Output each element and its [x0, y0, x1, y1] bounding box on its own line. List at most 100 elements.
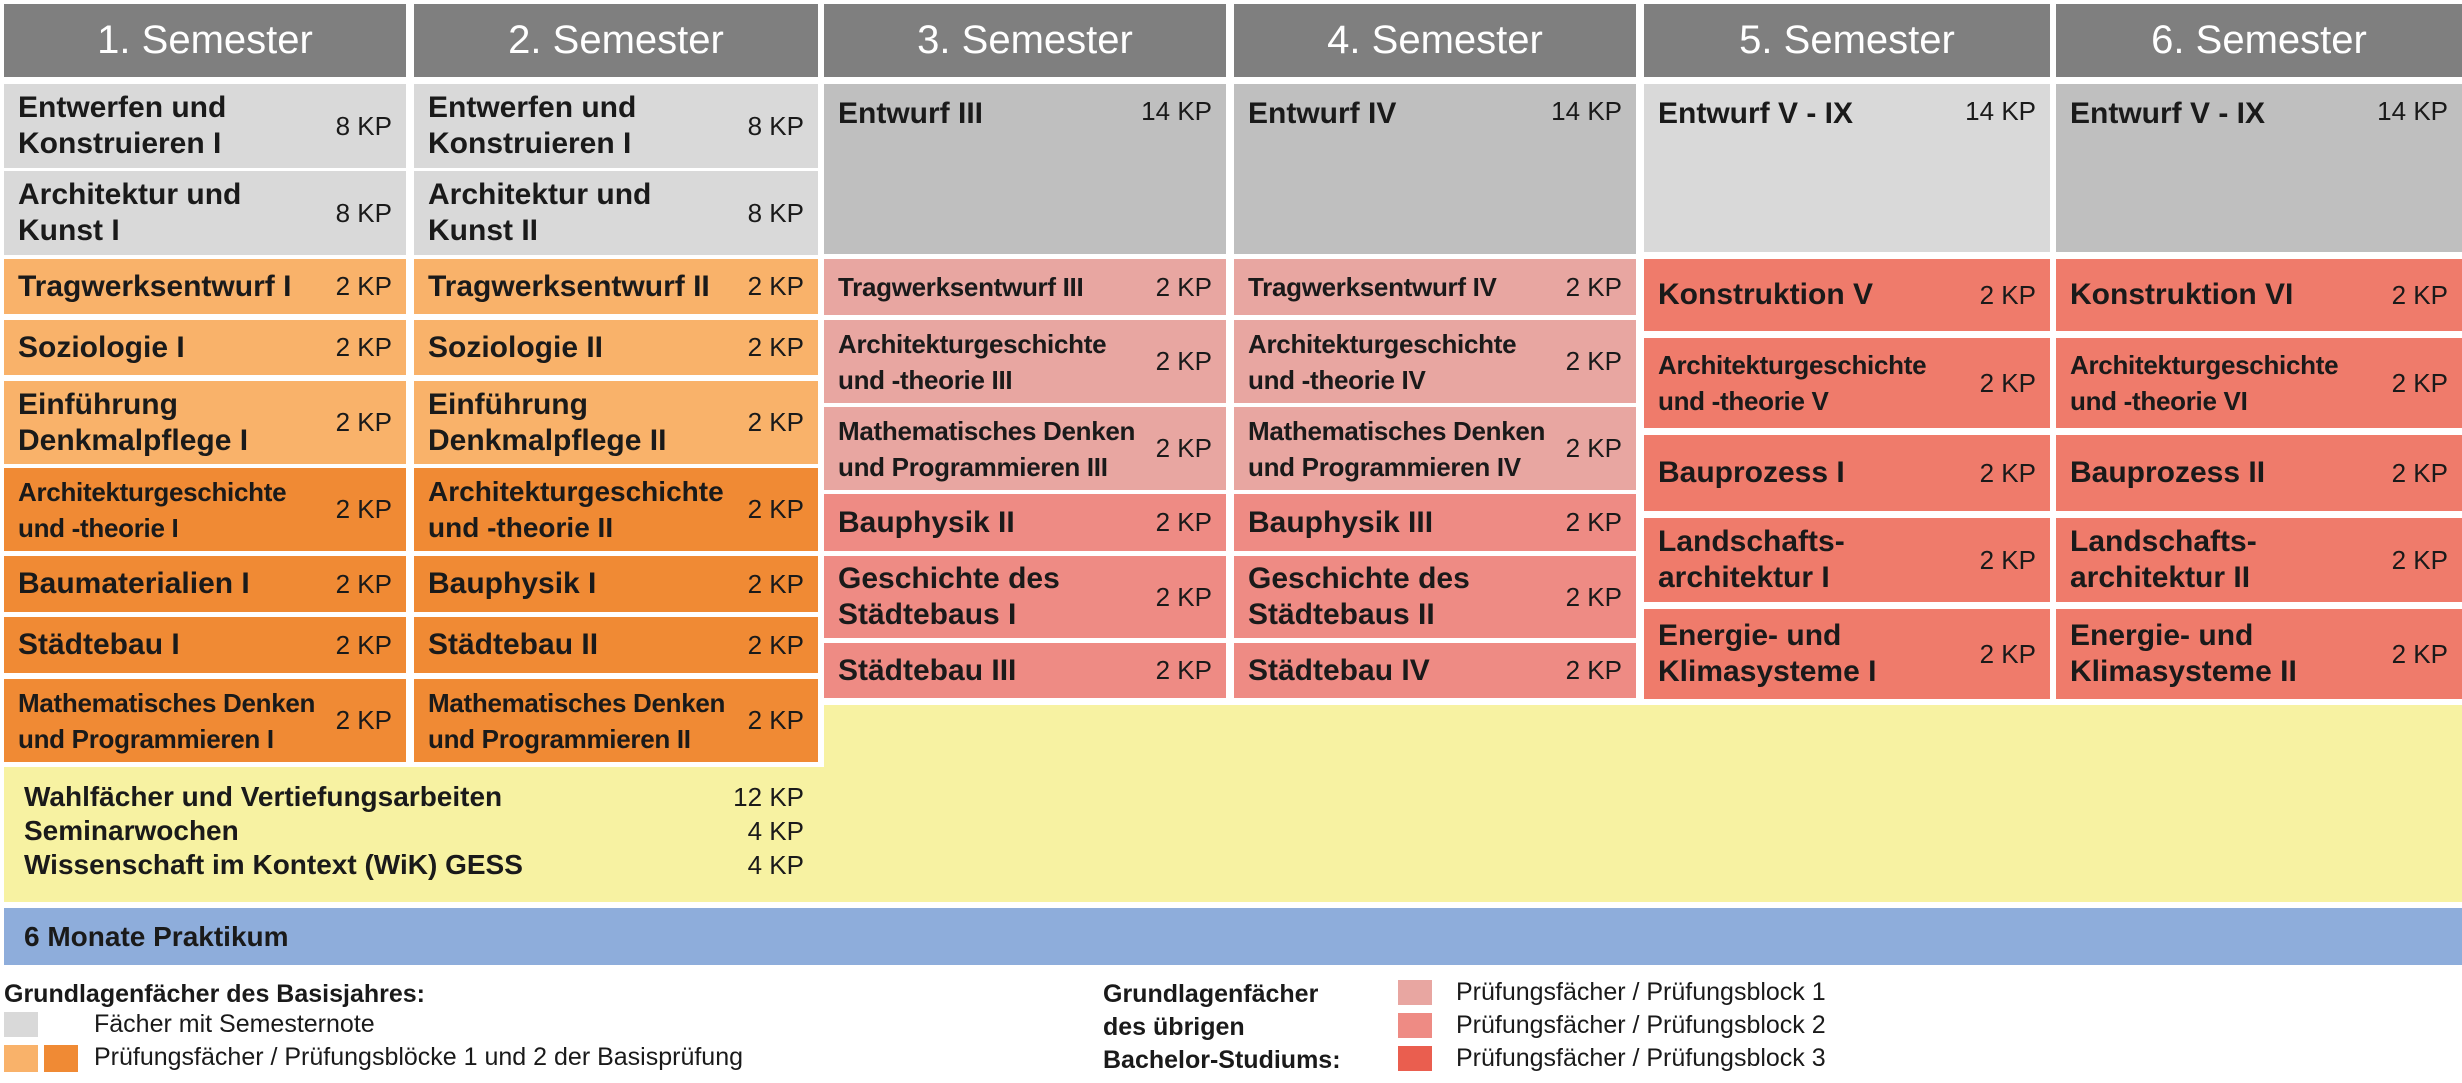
- course-credits: 14 KP: [1141, 96, 1212, 126]
- course-credits: 8 KP: [747, 110, 804, 141]
- course-name: Architekturgeschichte und -theorie V: [1658, 350, 1927, 416]
- course-cell: Städtebau III 2 KP: [824, 643, 1226, 698]
- course-credits: 8 KP: [335, 197, 392, 228]
- course-credits: 2 KP: [747, 629, 804, 660]
- course-name: Architekturgeschichte und -theorie III: [838, 328, 1107, 395]
- course-credits: 14 KP: [1551, 96, 1622, 126]
- wahlfach-credits: 4 KP: [747, 850, 804, 880]
- course-name: Bauphysik I: [428, 567, 597, 600]
- semester-header-label: 6. Semester: [2151, 18, 2367, 62]
- course-credits: 2 KP: [1155, 581, 1212, 612]
- course-name: Energie- und Klimasysteme I: [1658, 619, 1877, 688]
- course-name: Architekturgeschichte und -theorie VI: [2070, 350, 2339, 416]
- legend-left-title: Grundlagenfächer des Basisjahres:: [4, 980, 425, 1008]
- course-credits: 2 KP: [2391, 457, 2448, 488]
- legend-right-item3: Prüfungsfächer / Prüfungsblock 3: [1456, 1044, 1826, 1072]
- course-cell: Städtebau IV 2 KP: [1234, 643, 1636, 698]
- course-name: Architekturgeschichte und -theorie IV: [1248, 328, 1517, 395]
- wahlfach-credits: 12 KP: [733, 782, 804, 812]
- legend-swatch-block2: [1398, 1013, 1432, 1038]
- legend-right-title-line: des übrigen: [1103, 1013, 1245, 1041]
- course-cell: Einführung Denkmalpflege II 2 KP: [414, 381, 818, 464]
- course-credits: 2 KP: [1565, 507, 1622, 537]
- semester-header-3: 3. Semester: [824, 4, 1226, 77]
- legend-right-item2: Prüfungsfächer / Prüfungsblock 2: [1456, 1011, 1826, 1039]
- wahlfach-credits: 4 KP: [747, 816, 804, 846]
- wahlfach-name: Seminarwochen: [24, 815, 239, 846]
- course-cell: Entwurf V - IX 14 KP: [1644, 84, 2050, 252]
- semester-header-label: 5. Semester: [1739, 18, 1955, 62]
- semester-header-1: 1. Semester: [4, 4, 406, 77]
- course-cell: Entwerfen und Konstruieren I 8 KP: [414, 84, 818, 168]
- course-credits: 2 KP: [747, 271, 804, 301]
- semester-header-label: 4. Semester: [1327, 18, 1543, 62]
- course-credits: 8 KP: [747, 197, 804, 228]
- course-credits: 2 KP: [1979, 457, 2036, 488]
- wahlfach-name: Wahlfächer und Vertiefungsarbeiten: [24, 781, 503, 812]
- course-credits: 2 KP: [1979, 544, 2036, 575]
- course-cell: Mathematisches Denken und Programmieren …: [824, 407, 1226, 490]
- course-name: Einführung Denkmalpflege I: [18, 387, 249, 457]
- course-cell: Mathematisches Denken und Programmieren …: [414, 679, 818, 762]
- course-credits: 2 KP: [747, 494, 804, 524]
- course-name: Bauphysik III: [1248, 505, 1434, 539]
- course-name: Mathematisches Denken und Programmieren …: [1248, 415, 1546, 482]
- legend-swatch-dark-orange: [44, 1045, 78, 1072]
- course-name: Städtebau IV: [1248, 653, 1430, 687]
- course-name: Einführung Denkmalpflege II: [428, 387, 667, 457]
- course-cell: Städtebau I 2 KP: [4, 617, 406, 673]
- course-name: Tragwerksentwurf III: [838, 272, 1084, 302]
- course-cell: Mathematisches Denken und Programmieren …: [1234, 407, 1636, 490]
- course-credits: 2 KP: [1155, 507, 1212, 537]
- course-credits: 2 KP: [335, 407, 392, 437]
- course-credits: 2 KP: [335, 332, 392, 362]
- course-credits: 2 KP: [1565, 346, 1622, 376]
- course-name: Konstruktion V: [1658, 278, 1873, 311]
- course-cell: Architekturgeschichte und -theorie IV 2 …: [1234, 320, 1636, 403]
- course-cell: Landschafts-architektur II 2 KP: [2056, 518, 2462, 602]
- course-cell: Tragwerksentwurf I 2 KP: [4, 259, 406, 314]
- course-name: Energie- und Klimasysteme II: [2070, 619, 2297, 688]
- course-credits: 2 KP: [2391, 279, 2448, 310]
- course-name: Tragwerksentwurf I: [18, 269, 292, 303]
- legend-right-title: Grundlagenfächer des übrigen Bachelor-St…: [1103, 978, 1341, 1077]
- course-cell: Architekturgeschichte und -theorie III 2…: [824, 320, 1226, 403]
- course-credits: 2 KP: [1979, 367, 2036, 398]
- course-credits: 2 KP: [335, 494, 392, 524]
- legend-right-item1: Prüfungsfächer / Prüfungsblock 1: [1456, 978, 1826, 1006]
- course-cell: Konstruktion V 2 KP: [1644, 259, 2050, 331]
- course-name: Entwurf IV: [1248, 97, 1397, 130]
- legend-swatch-block1: [1398, 980, 1432, 1005]
- course-credits: 2 KP: [1979, 279, 2036, 310]
- legend-swatch-light-orange: [4, 1045, 38, 1072]
- course-cell: Entwurf III 14 KP: [824, 84, 1226, 254]
- semester-header-label: 3. Semester: [917, 18, 1133, 62]
- course-cell: Bauphysik III 2 KP: [1234, 494, 1636, 551]
- course-credits: 2 KP: [1565, 655, 1622, 685]
- course-name: Städtebau II: [428, 628, 599, 661]
- wahlfaecher-area-right: [824, 705, 2462, 902]
- course-credits: 2 KP: [747, 332, 804, 362]
- course-cell: Baumaterialien I 2 KP: [4, 556, 406, 612]
- course-name: Mathematisches Denken und Programmieren …: [838, 415, 1136, 482]
- course-cell: Bauprozess I 2 KP: [1644, 435, 2050, 511]
- course-credits: 2 KP: [1155, 346, 1212, 376]
- course-name: Soziologie II: [428, 330, 604, 364]
- course-name: Architekturgeschichte und -theorie I: [18, 476, 287, 543]
- course-credits: 2 KP: [747, 407, 804, 437]
- course-name: Entwerfen und Konstruieren I: [428, 91, 637, 160]
- course-cell: Städtebau II 2 KP: [414, 617, 818, 673]
- course-cell: Bauphysik I 2 KP: [414, 556, 818, 612]
- course-cell: Energie- und Klimasysteme II 2 KP: [2056, 609, 2462, 699]
- course-credits: 2 KP: [335, 271, 392, 301]
- course-cell: Tragwerksentwurf III 2 KP: [824, 259, 1226, 315]
- course-credits: 14 KP: [2377, 96, 2448, 126]
- course-credits: 2 KP: [1155, 433, 1212, 463]
- course-cell: Architektur und Kunst I 8 KP: [4, 171, 406, 255]
- course-cell: Architekturgeschichte und -theorie V 2 K…: [1644, 338, 2050, 428]
- course-cell: Landschafts-architektur I 2 KP: [1644, 518, 2050, 602]
- course-cell: Energie- und Klimasysteme I 2 KP: [1644, 609, 2050, 699]
- course-credits: 2 KP: [1155, 271, 1212, 302]
- course-name: Mathematisches Denken und Programmieren …: [428, 687, 726, 754]
- course-name: Architektur und Kunst I: [18, 178, 242, 247]
